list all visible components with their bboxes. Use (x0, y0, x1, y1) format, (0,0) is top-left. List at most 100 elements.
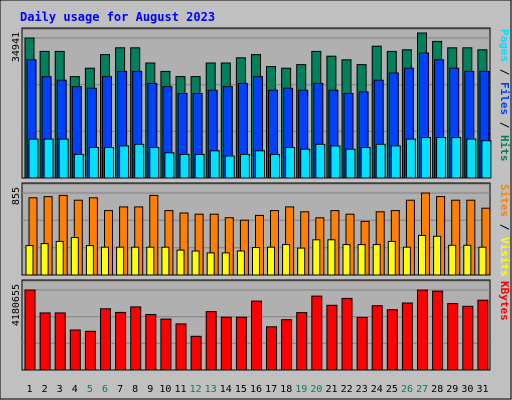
pages-bar (285, 147, 296, 179)
visits-bar (402, 246, 411, 276)
pages-bar (436, 137, 447, 179)
day-tick-label: 10 (159, 384, 171, 395)
day-tick-label: 15 (235, 384, 247, 395)
pages-bar (88, 147, 99, 179)
legend-entry: Visits (498, 237, 511, 277)
legend-entry: / (498, 217, 511, 237)
pages-bar (164, 152, 175, 179)
pages-bar (360, 147, 371, 179)
kbytes-bar (190, 335, 202, 371)
day-tick-label: 17 (265, 384, 277, 395)
day-tick-label: 14 (220, 384, 232, 395)
kbytes-bar (401, 302, 413, 371)
kbytes-bar (281, 319, 293, 371)
visits-bar (312, 239, 321, 276)
pages-bar (134, 143, 145, 179)
pages-bar (345, 148, 356, 179)
visits-bar (433, 235, 442, 276)
visits-bar (387, 240, 396, 276)
legend-entry: Files (498, 82, 511, 115)
kbytes-bar (266, 326, 277, 371)
visits-bar (478, 246, 487, 276)
day-tick-label: 29 (446, 384, 458, 395)
kbytes-bar (54, 312, 66, 371)
kbytes-bar (24, 289, 36, 371)
pages-bar (58, 138, 69, 179)
pages-bar (421, 137, 431, 179)
visits-bar (252, 247, 260, 276)
visits-bar (101, 246, 109, 276)
pages-bar (300, 148, 311, 179)
legend-entry: / (498, 115, 511, 135)
visits-bar (206, 252, 215, 276)
hits-files-pages-legend: Pages / Files / Hits (498, 29, 511, 162)
visits-bar (236, 250, 245, 276)
visits-bar (448, 244, 457, 276)
kbytes-legend: KBytes (498, 281, 511, 321)
legend-entry: KBytes (498, 281, 511, 321)
pages-bar (255, 150, 265, 179)
day-tick-label: 6 (102, 384, 108, 395)
day-tick-label: 26 (401, 384, 413, 395)
visits-bar (418, 234, 426, 276)
day-tick-label: 1 (26, 384, 32, 395)
day-tick-label: 25 (386, 384, 398, 395)
kbytes-bar (39, 312, 51, 371)
kbytes-bar (175, 323, 187, 371)
day-tick-label: 28 (431, 384, 443, 395)
kbytes-bar (462, 305, 474, 371)
day-tick-label: 8 (132, 384, 138, 395)
day-tick-label: 11 (174, 384, 186, 395)
day-tick-label: 2 (42, 384, 48, 395)
pages-bar (270, 153, 280, 179)
day-tick-label: 24 (371, 384, 383, 395)
visits-bar (221, 252, 230, 276)
day-tick-label: 3 (57, 384, 63, 395)
kbytes-bar (100, 308, 111, 371)
day-tick-label: 23 (356, 384, 368, 395)
kbytes-bar (341, 297, 353, 371)
day-tick-label: 9 (147, 384, 153, 395)
kbytes-bar (251, 300, 262, 371)
pages-bar (28, 138, 39, 179)
visits-bar (342, 244, 351, 276)
pages-bar (209, 150, 220, 179)
day-tick-label: 27 (416, 384, 428, 395)
day-tick-label: 12 (190, 384, 202, 395)
pages-bar (466, 138, 477, 179)
legend-entry: / (498, 62, 511, 82)
visits-bar (85, 245, 94, 276)
visits-bar (267, 246, 275, 276)
kbytes-bar (130, 306, 142, 371)
pages-bar (451, 137, 462, 179)
pages-bar (224, 155, 235, 179)
visits-sites-legend: Sites / Visits (498, 184, 511, 277)
pages-bar (119, 145, 130, 179)
kbytes-bar (356, 316, 368, 371)
pages-bar (104, 147, 114, 179)
kbytes-bar (160, 318, 172, 371)
pages-bar (330, 145, 341, 179)
visits-bar (282, 244, 291, 276)
legend-entry: Hits (498, 135, 511, 162)
visits-bar (191, 250, 200, 276)
visits-bar (25, 245, 34, 276)
day-tick-label: 19 (295, 384, 307, 395)
visits-bar (146, 246, 155, 276)
visits-bar (40, 243, 49, 276)
kbytes-bar (311, 295, 323, 371)
kbytes-bar (432, 290, 444, 371)
visits-bar (161, 246, 170, 276)
legend-entry: Sites (498, 184, 511, 217)
pages-bar (375, 143, 386, 179)
visits-bar (463, 244, 472, 276)
kbytes-bar (84, 330, 96, 371)
day-tick-label: 21 (325, 384, 337, 395)
visits-bar (327, 239, 336, 276)
visits-bar (131, 246, 140, 276)
kbytes-bar (447, 303, 459, 371)
visits-sites-ymax-label: 855 (11, 187, 22, 205)
kbytes-bar (205, 311, 217, 371)
day-tick-label: 22 (341, 384, 353, 395)
